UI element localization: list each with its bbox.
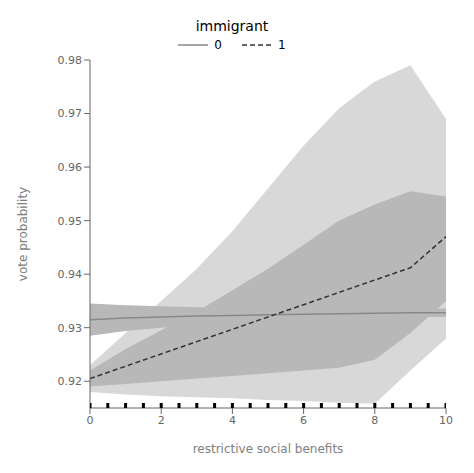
svg-text:0.95: 0.95 [58, 215, 83, 228]
html-text:immigrant: immigrant [195, 18, 269, 34]
svg-text:0.94: 0.94 [58, 268, 83, 281]
svg-text:0: 0 [87, 414, 94, 427]
svg-text:4: 4 [229, 414, 236, 427]
svg-text:6: 6 [300, 414, 307, 427]
svg-text:10: 10 [439, 414, 453, 427]
svg-text:0.98: 0.98 [58, 54, 83, 67]
svg-text:vote probability: vote probability [16, 187, 30, 281]
svg-text:0.93: 0.93 [58, 322, 83, 335]
html-text:1: 1 [278, 38, 286, 52]
html-text:0: 0 [214, 38, 222, 52]
svg-text:0.97: 0.97 [58, 107, 83, 120]
svg-text:0.92: 0.92 [58, 375, 83, 388]
svg-text:2: 2 [158, 414, 165, 427]
svg-text:8: 8 [371, 414, 378, 427]
svg-text:0.96: 0.96 [58, 161, 83, 174]
svg-text:restrictive social benefits: restrictive social benefits [193, 442, 344, 456]
